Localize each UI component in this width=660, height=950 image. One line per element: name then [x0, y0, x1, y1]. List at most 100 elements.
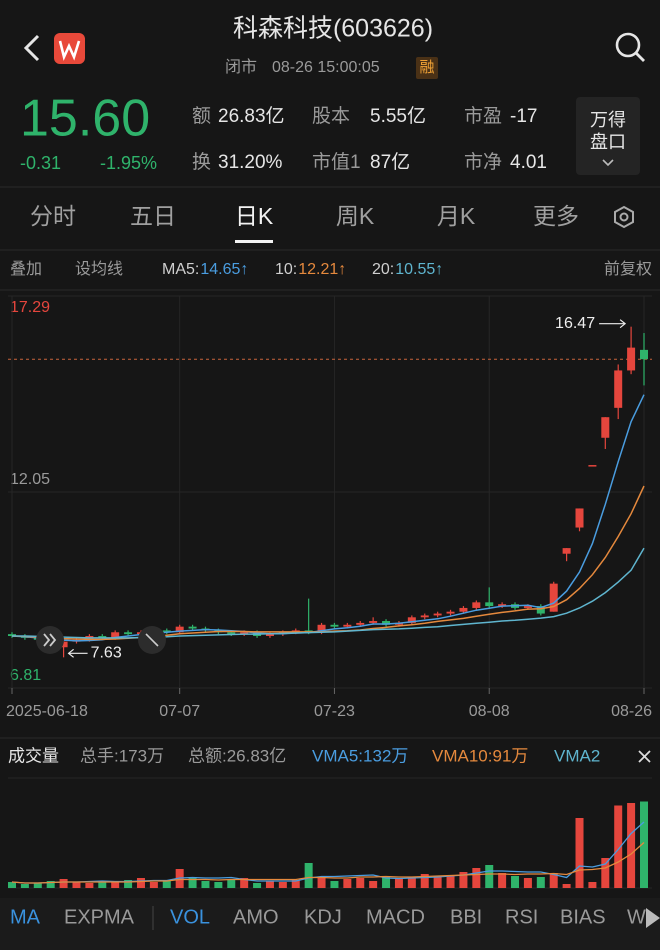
volume-bar	[278, 882, 287, 888]
ma-setting-button[interactable]: 设均线	[75, 260, 123, 278]
volume-bar	[627, 803, 636, 888]
ma-legend-value: 10.55↑	[395, 261, 443, 278]
candle-body	[111, 632, 120, 638]
volume-bar	[382, 876, 391, 888]
low-label: 7.63	[91, 645, 122, 662]
indicator-tab[interactable]: MACD	[366, 906, 425, 928]
vma-legend-value: 132万	[363, 746, 408, 765]
candle-body	[59, 641, 68, 648]
candle-body	[536, 606, 545, 614]
y-tick-label: 12.05	[10, 471, 50, 488]
price-change: -0.31	[20, 153, 61, 173]
stat-value: 4.01	[510, 152, 547, 173]
x-tick-label: 08-08	[469, 703, 510, 720]
chevron	[602, 159, 614, 167]
volume-bar	[356, 878, 365, 888]
volume-bar	[459, 872, 468, 888]
candle-body	[343, 624, 352, 627]
candle-body	[265, 634, 274, 637]
stat-label: 股本	[312, 105, 350, 127]
volume-bar	[188, 877, 197, 888]
volume-bar	[562, 884, 571, 888]
vma-legend-name: VMA10:	[432, 746, 492, 765]
period-tab[interactable]: 五日	[130, 203, 176, 229]
volume-bar	[317, 877, 326, 888]
volume-bar	[227, 880, 236, 888]
indicator-tab[interactable]: RSI	[505, 906, 538, 928]
settings-dot	[619, 212, 629, 222]
volume-bar	[291, 880, 300, 888]
candle-body	[407, 617, 416, 623]
period-tab-active[interactable]: 日K	[235, 203, 274, 229]
high-label: 16.47	[555, 315, 595, 332]
volume-bar	[265, 881, 274, 888]
period-tab[interactable]: 月K	[437, 203, 476, 229]
last-price: 15.60	[20, 90, 150, 148]
vma-line	[11, 842, 645, 884]
candle-body	[162, 630, 171, 633]
indicator-tab[interactable]: EXPMA	[64, 906, 135, 928]
candle-body	[640, 349, 648, 360]
indicator-tab-active[interactable]: VOL	[170, 906, 210, 928]
volume-bar	[369, 881, 378, 888]
volume-bar	[601, 858, 610, 888]
candle-body	[124, 632, 133, 635]
volume-bar	[575, 818, 584, 888]
candle-body	[227, 632, 236, 635]
period-tab[interactable]: 更多	[533, 203, 579, 229]
candle-body	[601, 417, 610, 438]
indicator-tab[interactable]: BIAS	[560, 906, 606, 928]
candle-body	[433, 613, 442, 616]
candle-body	[188, 626, 197, 629]
volume-bar	[46, 881, 55, 888]
candle-body	[330, 624, 339, 627]
price-change-pct: -1.95%	[100, 153, 157, 173]
volume-bar	[162, 881, 171, 888]
volume-bar	[614, 805, 623, 888]
stat-value: 26.83亿	[218, 105, 285, 127]
more-arrow	[646, 908, 660, 928]
candle-body	[523, 606, 532, 608]
ma-line	[12, 547, 645, 639]
back-button[interactable]	[23, 34, 40, 62]
volume-bar	[549, 873, 558, 888]
depth-button[interactable]	[576, 97, 640, 175]
ma-legend-name: MA5:	[162, 261, 199, 278]
candle-body	[317, 624, 326, 633]
volume-bar	[201, 881, 210, 888]
period-tab[interactable]: 周K	[336, 203, 375, 229]
stat-value: 31.20%	[218, 152, 283, 173]
candle-body	[420, 615, 429, 618]
indicator-tab[interactable]: AMO	[233, 906, 279, 928]
legend-overflow: VMA2	[554, 746, 600, 765]
volume-stat: 总额:26.83亿	[188, 746, 286, 765]
adjust-button[interactable]: 前复权	[604, 260, 652, 278]
candle-body	[356, 622, 365, 625]
indicator-tab[interactable]: W	[627, 906, 646, 928]
period-tab[interactable]: 分时	[30, 203, 76, 229]
volume-bar	[511, 876, 520, 888]
indicator-tab[interactable]: KDJ	[304, 906, 342, 928]
candle-body	[446, 611, 455, 614]
volume-bar	[536, 877, 545, 888]
overlay-button[interactable]: 叠加	[10, 260, 42, 278]
search-handle	[635, 52, 645, 62]
volume-title: 成交量	[8, 746, 59, 765]
candle-body	[472, 602, 481, 608]
indicator-tab[interactable]: BBI	[450, 906, 482, 928]
candle-body	[98, 636, 107, 638]
quote-time: 08-26 15:00:05	[272, 59, 380, 76]
volume-bar	[85, 883, 94, 888]
candle-body	[485, 602, 494, 607]
settings-button[interactable]	[614, 205, 634, 229]
market-status: 闭市	[225, 58, 257, 76]
search-button[interactable]	[615, 32, 641, 58]
volume-bar	[640, 801, 648, 888]
stat-label: 换	[192, 151, 211, 173]
y-tick-label: 6.81	[10, 667, 41, 684]
indicator-tab-active[interactable]: MA	[10, 906, 41, 928]
volume-bar	[8, 882, 16, 888]
app-logo-mark	[58, 40, 81, 61]
